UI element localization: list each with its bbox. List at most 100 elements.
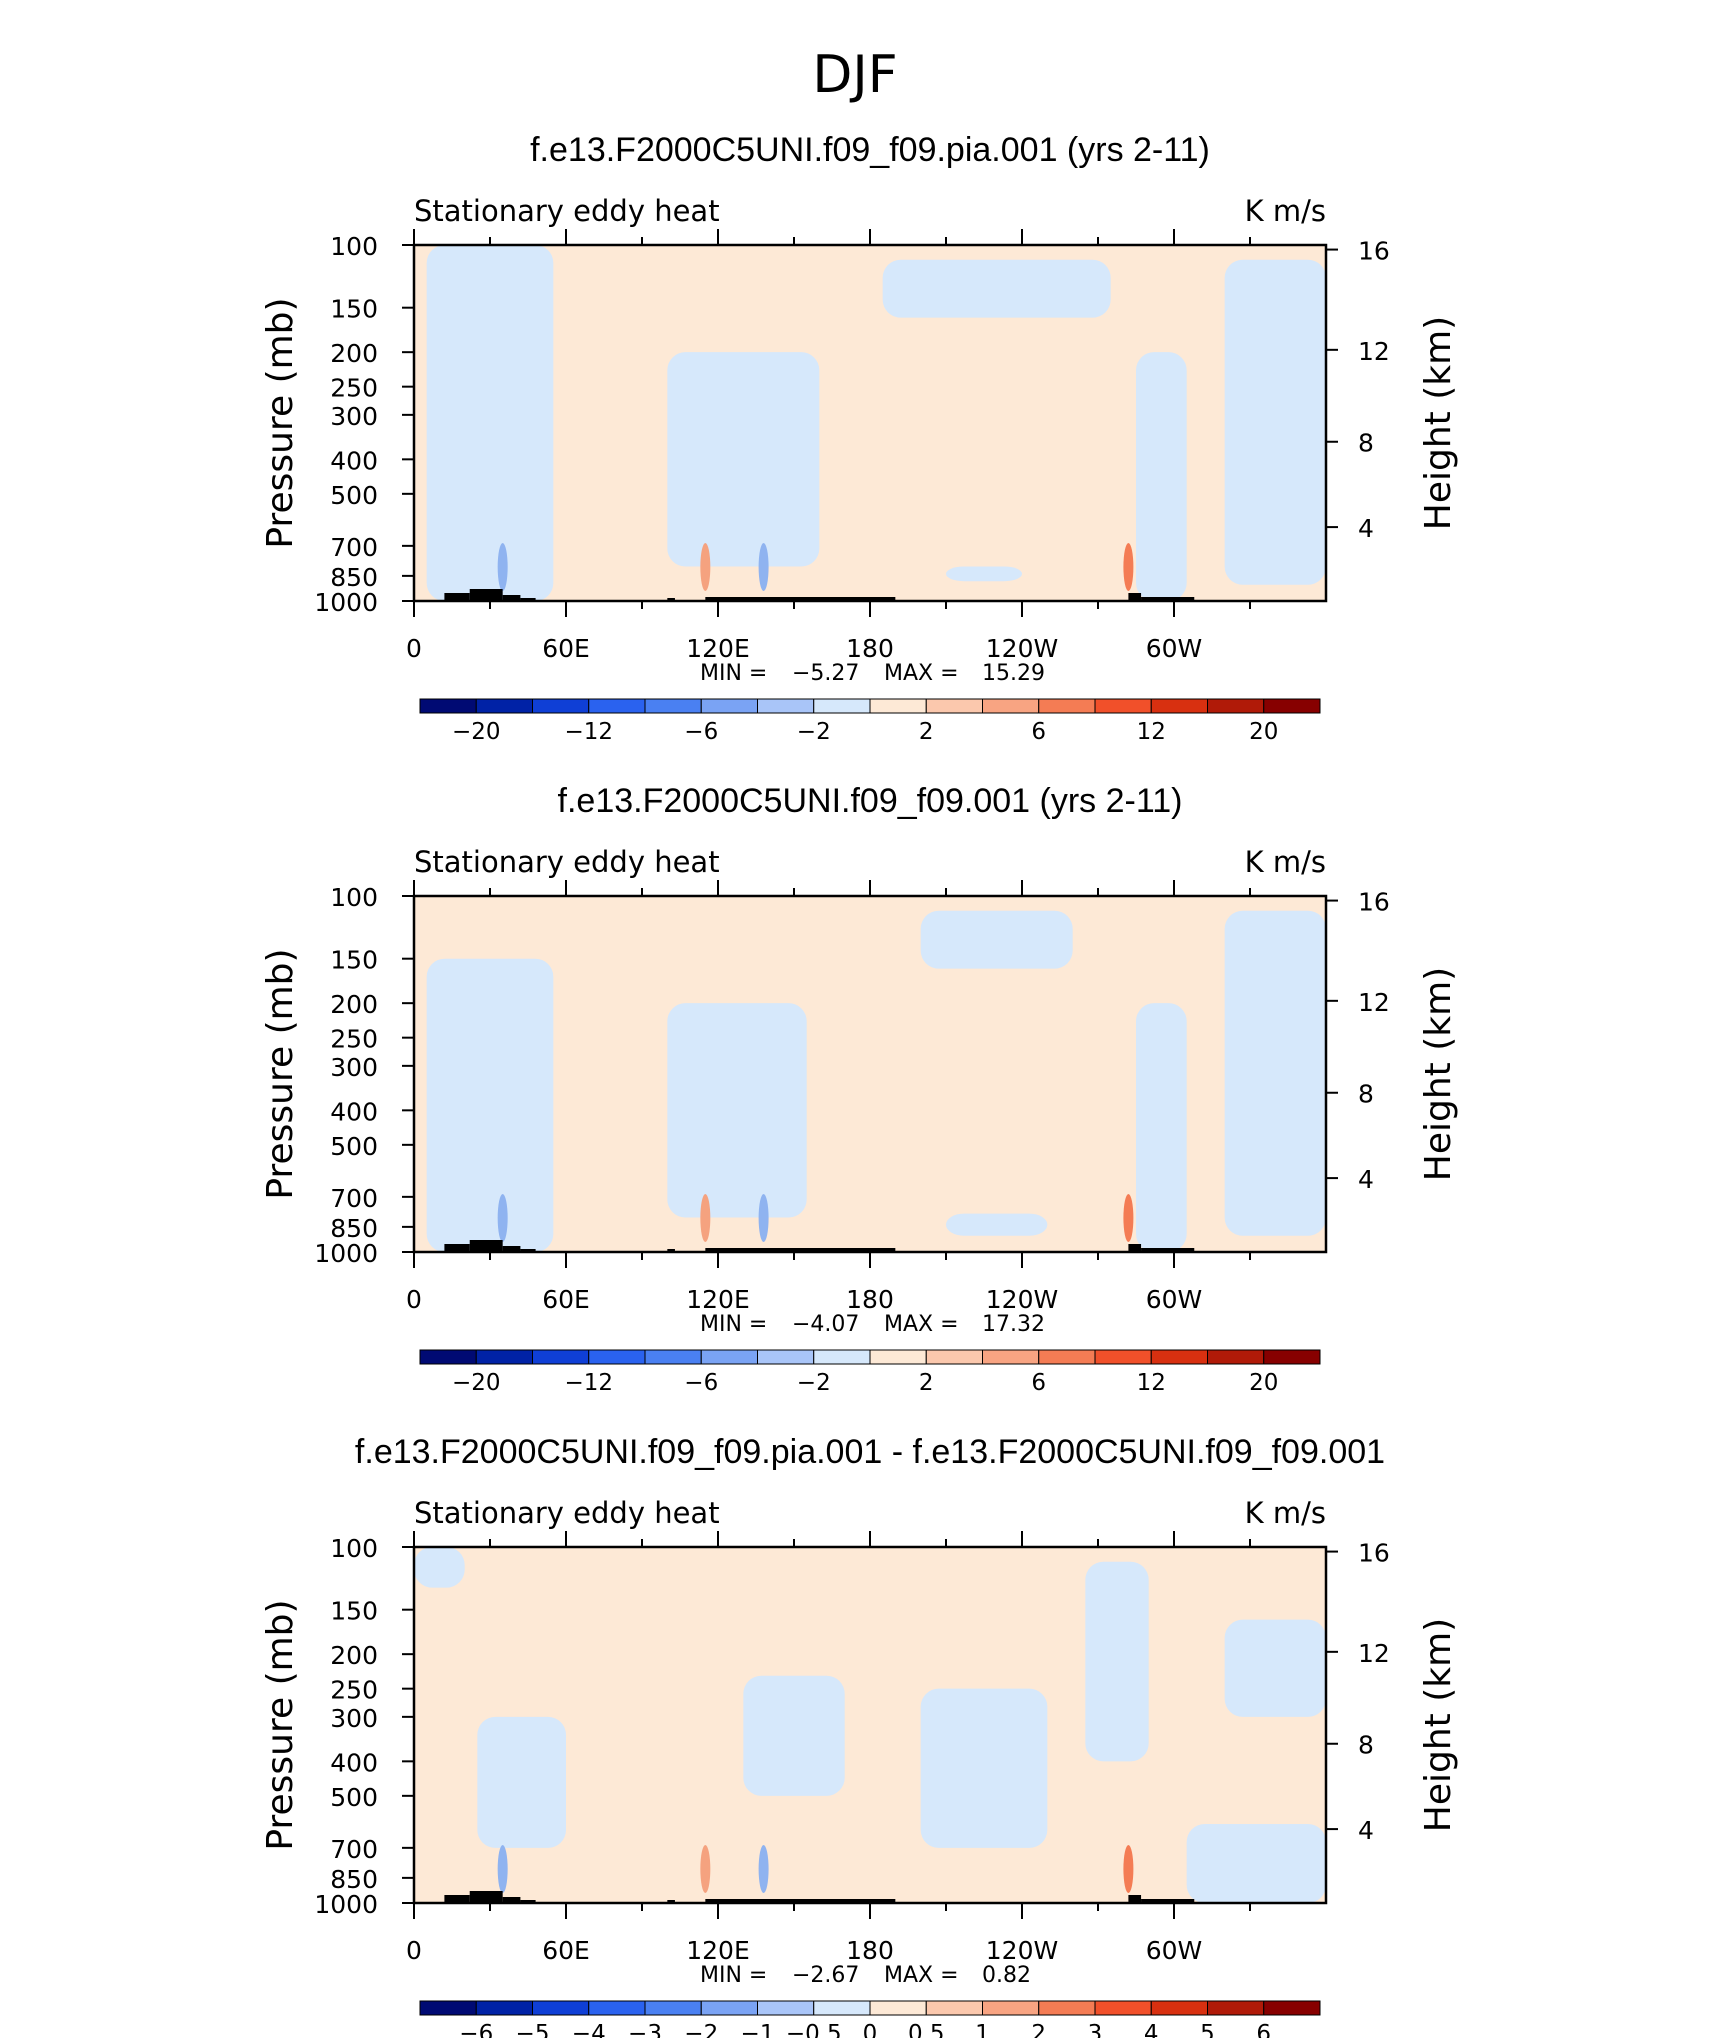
topography xyxy=(667,1900,675,1903)
topography xyxy=(502,1246,521,1252)
y-right-axis-label: Height (km) xyxy=(1418,967,1459,1181)
topography xyxy=(1141,1248,1195,1252)
y-tick-label: 250 xyxy=(330,1025,378,1054)
surface-plume xyxy=(758,1845,769,1893)
y-right-tick-label: 16 xyxy=(1358,1539,1390,1568)
y-right-tick-label: 16 xyxy=(1358,888,1390,917)
colorbar-box xyxy=(419,1349,477,1365)
colorbar-label: 4 xyxy=(1144,2021,1159,2038)
surface-plume xyxy=(700,543,711,591)
y-right-tick-label: 4 xyxy=(1358,1816,1374,1845)
surface-plume xyxy=(758,543,769,591)
colorbar-box xyxy=(1038,2000,1096,2016)
y-tick-label: 150 xyxy=(330,295,378,324)
colorbar-box xyxy=(475,2000,533,2016)
x-tick-label: 60W xyxy=(1146,1936,1203,1965)
topography xyxy=(469,589,503,601)
colorbar-label: −5 xyxy=(516,2021,550,2038)
colorbar-box xyxy=(700,698,758,714)
min-value: −4.07 xyxy=(792,1312,859,1337)
colorbar-label: −0.5 xyxy=(786,2021,842,2038)
y-right-axis-label: Height (km) xyxy=(1418,316,1459,530)
surface-plume xyxy=(1123,1194,1134,1242)
y-tick-label: 500 xyxy=(330,481,378,510)
plot-field xyxy=(414,245,1326,601)
panel-units-label: K m/s xyxy=(1245,1496,1326,1530)
colorbar-box xyxy=(588,1349,646,1365)
y-tick-label: 500 xyxy=(330,1132,378,1161)
colorbar-label: −3 xyxy=(628,2021,662,2038)
negative-region xyxy=(1224,910,1326,1236)
panel-units-label: K m/s xyxy=(1245,194,1326,228)
topography xyxy=(444,1244,470,1252)
colorbar-box xyxy=(1207,2000,1265,2016)
colorbar-box xyxy=(588,698,646,714)
colorbar-box xyxy=(1094,698,1152,714)
y-tick-label: 150 xyxy=(330,946,378,975)
topography xyxy=(520,1249,536,1252)
chart-panel-2: f.e13.F2000C5UNI.f09_f09.001 (yrs 2-11) S… xyxy=(260,782,1459,1396)
max-value: 17.32 xyxy=(982,1312,1045,1337)
positive-field xyxy=(414,1547,1326,1903)
negative-region xyxy=(946,1213,1048,1236)
colorbar-box xyxy=(869,1349,927,1365)
colorbar-box xyxy=(869,698,927,714)
colorbar-label: 3 xyxy=(1088,2021,1103,2038)
topography xyxy=(444,593,470,601)
y-tick-label: 100 xyxy=(330,1534,378,1563)
panel-variable-label: Stationary eddy heat xyxy=(414,845,720,879)
colorbar-box xyxy=(982,1349,1040,1365)
colorbar-box xyxy=(1150,1349,1208,1365)
topography xyxy=(1128,1895,1142,1903)
y-tick-label: 850 xyxy=(330,1865,378,1894)
colorbar-box xyxy=(757,698,815,714)
y-tick-label: 400 xyxy=(330,1097,378,1126)
negative-region xyxy=(946,566,1022,582)
topography xyxy=(1141,597,1195,601)
colorbar-label: −2 xyxy=(797,1370,831,1396)
colorbar-box xyxy=(982,698,1040,714)
colorbar-box xyxy=(644,698,702,714)
colorbar-label: −2 xyxy=(797,719,831,745)
x-tick-label: 180 xyxy=(846,1285,894,1314)
colorbar-label: −4 xyxy=(572,2021,606,2038)
colorbar-box xyxy=(925,1349,983,1365)
min-value: −5.27 xyxy=(792,661,859,686)
negative-region xyxy=(920,910,1073,969)
negative-region xyxy=(426,958,554,1252)
negative-region xyxy=(414,1547,465,1588)
colorbar-box xyxy=(1207,1349,1265,1365)
panel-units-label: K m/s xyxy=(1245,845,1326,879)
topography xyxy=(469,1891,503,1903)
min-value: −2.67 xyxy=(792,1963,859,1988)
y-right-tick-label: 8 xyxy=(1358,1731,1374,1760)
chart-panel-3: f.e13.F2000C5UNI.f09_f09.pia.001 - f.e13… xyxy=(260,1433,1459,2038)
colorbar-label: 20 xyxy=(1249,719,1278,745)
colorbar-label: 2 xyxy=(919,1370,934,1396)
y-tick-label: 100 xyxy=(330,232,378,261)
y-tick-label: 100 xyxy=(330,883,378,912)
colorbar-label: 2 xyxy=(919,719,934,745)
negative-region xyxy=(1085,1561,1149,1762)
colorbar-box xyxy=(1263,698,1321,714)
topography xyxy=(705,1899,896,1903)
surface-plume xyxy=(1123,1845,1134,1893)
colorbar-box xyxy=(1094,2000,1152,2016)
colorbar-label: 6 xyxy=(1256,2021,1271,2038)
min-label: MIN = xyxy=(700,1312,767,1337)
colorbar-box xyxy=(925,698,983,714)
colorbar-label: −20 xyxy=(452,1370,501,1396)
topography xyxy=(705,1248,896,1252)
y-axis-label: Pressure (mb) xyxy=(260,1599,301,1850)
x-tick-label: 180 xyxy=(846,634,894,663)
y-tick-label: 1000 xyxy=(314,1890,378,1919)
y-tick-label: 200 xyxy=(330,990,378,1019)
colorbar-label: −12 xyxy=(564,719,613,745)
surface-plume xyxy=(758,1194,769,1242)
negative-region xyxy=(1136,1003,1187,1252)
colorbar-label: 12 xyxy=(1137,1370,1166,1396)
panels: f.e13.F2000C5UNI.f09_f09.pia.001 (yrs 2-… xyxy=(260,131,1459,2038)
y-right-tick-label: 4 xyxy=(1358,1165,1374,1194)
colorbar-box xyxy=(1038,1349,1096,1365)
colorbar-box xyxy=(644,1349,702,1365)
